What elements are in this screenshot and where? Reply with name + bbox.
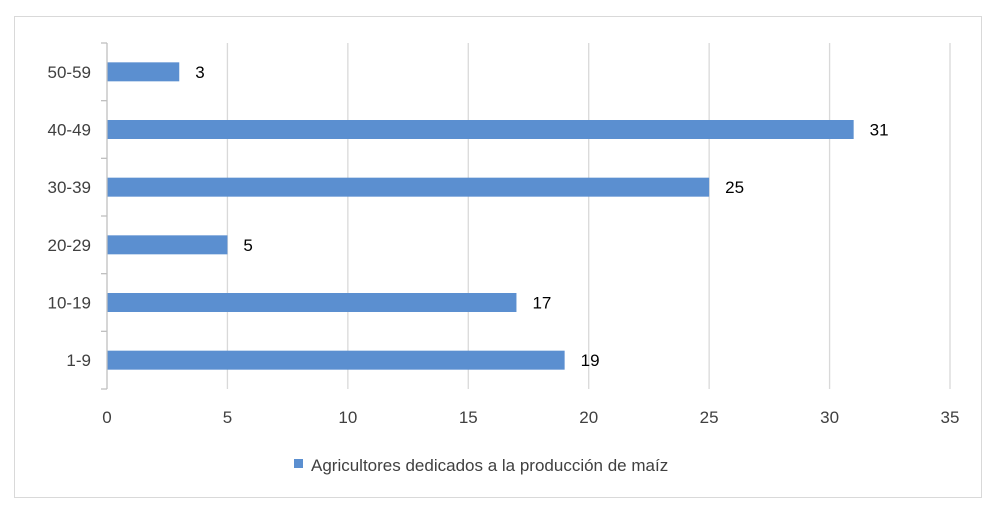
legend-label: Agricultores dedicados a la producción d…	[311, 456, 668, 475]
category-label-30-39: 30-39	[48, 178, 91, 197]
x-tick-label: 35	[941, 408, 960, 427]
bar-1-9	[107, 350, 565, 370]
value-axis-ticks: 0 5 10 15 20 25 30 35	[102, 408, 959, 427]
gridlines	[226, 43, 951, 389]
bar-30-39	[107, 177, 710, 197]
x-tick-label: 0	[102, 408, 111, 427]
bar-10-19	[107, 293, 517, 312]
chart-frame	[14, 16, 982, 498]
category-label-1-9: 1-9	[66, 351, 91, 370]
data-label-40-49: 31	[870, 121, 889, 140]
bars	[107, 62, 854, 370]
x-tick-label: 10	[338, 408, 357, 427]
data-label-10-19: 17	[532, 294, 551, 313]
x-tick-label: 30	[820, 408, 839, 427]
x-tick-label: 5	[223, 408, 232, 427]
category-label-10-19: 10-19	[48, 294, 91, 313]
category-ticks: 1-9 10-19 20-29 30-39 40-49 50-59	[48, 63, 91, 370]
bar-40-49	[107, 120, 854, 139]
data-labels: 19 17 5 25 31 3	[195, 63, 888, 370]
data-label-1-9: 19	[581, 351, 600, 370]
category-label-40-49: 40-49	[48, 121, 91, 140]
category-label-20-29: 20-29	[48, 236, 91, 255]
legend-swatch	[294, 459, 303, 468]
x-tick-label: 25	[700, 408, 719, 427]
bar-50-59	[107, 62, 180, 82]
data-label-20-29: 5	[243, 236, 252, 255]
legend: Agricultores dedicados a la producción d…	[294, 456, 668, 475]
data-label-50-59: 3	[195, 63, 204, 82]
x-tick-label: 20	[579, 408, 598, 427]
category-label-50-59: 50-59	[48, 63, 91, 82]
x-tick-label: 15	[459, 408, 478, 427]
bar-20-29	[107, 235, 228, 255]
data-label-30-39: 25	[725, 178, 744, 197]
category-axis	[101, 42, 108, 390]
